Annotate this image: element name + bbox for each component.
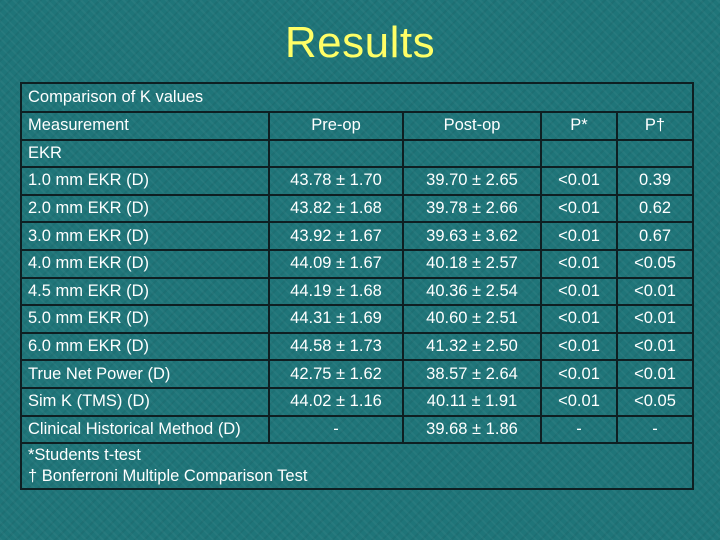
empty-cell [402, 138, 542, 169]
header-p-star: P* [540, 111, 618, 141]
p-star-cell: <0.01 [540, 166, 618, 196]
measurement-cell: 3.0 mm EKR (D) [20, 221, 270, 251]
measurement-cell: 4.0 mm EKR (D) [20, 248, 270, 279]
measurement-cell: 6.0 mm EKR (D) [20, 331, 270, 362]
measurement-cell: 1.0 mm EKR (D) [20, 166, 270, 196]
pre-op-cell: 43.78 ± 1.70 [268, 166, 404, 196]
p-dagger-cell: <0.01 [616, 331, 694, 362]
p-star-cell: - [540, 414, 618, 445]
p-star-cell: <0.01 [540, 276, 618, 307]
empty-cell [616, 138, 694, 169]
post-op-cell: 38.57 ± 2.64 [402, 359, 542, 389]
header-measurement: Measurement [20, 111, 270, 141]
empty-cell [268, 138, 404, 169]
results-table: Comparison of K values Measurement Pre-o… [20, 82, 694, 491]
pre-op-cell: - [268, 414, 404, 445]
post-op-cell: 40.60 ± 2.51 [402, 304, 542, 334]
pre-op-cell: 44.58 ± 1.73 [268, 331, 404, 362]
table-row: 1.0 mm EKR (D) 43.78 ± 1.70 39.70 ± 2.65 <0… [20, 166, 694, 196]
p-dagger-cell: <0.01 [616, 304, 694, 334]
table-row: True Net Power (D) 42.75 ± 1.62 38.57 ± 2.… [20, 359, 694, 389]
header-pre-op: Pre-op [268, 111, 404, 141]
post-op-cell: 40.36 ± 2.54 [402, 276, 542, 307]
post-op-cell: 39.68 ± 1.86 [402, 414, 542, 445]
p-star-cell: <0.01 [540, 221, 618, 251]
section-label: EKR [20, 138, 270, 169]
header-post-op: Post-op [402, 111, 542, 141]
header-row: Measurement Pre-op Post-op P* P† [20, 111, 694, 141]
p-dagger-cell: <0.05 [616, 386, 694, 417]
p-dagger-cell: <0.01 [616, 276, 694, 307]
p-star-cell: <0.01 [540, 248, 618, 279]
empty-cell [540, 138, 618, 169]
footnote: † Bonferroni Multiple Comparison Test [28, 467, 308, 486]
post-op-cell: 39.70 ± 2.65 [402, 166, 542, 196]
table-caption: Comparison of K values [20, 82, 694, 113]
post-op-cell: 39.78 ± 2.66 [402, 193, 542, 224]
table-caption-row: Comparison of K values [20, 82, 694, 113]
pre-op-cell: 44.19 ± 1.68 [268, 276, 404, 307]
section-row: EKR [20, 138, 694, 169]
pre-op-cell: 42.75 ± 1.62 [268, 359, 404, 389]
p-dagger-cell: <0.05 [616, 248, 694, 279]
pre-op-cell: 44.02 ± 1.16 [268, 386, 404, 417]
table-row: 4.5 mm EKR (D) 44.19 ± 1.68 40.36 ± 2.54 <0… [20, 276, 694, 307]
post-op-cell: 40.18 ± 2.57 [402, 248, 542, 279]
measurement-cell: Clinical Historical Method (D) [20, 414, 270, 445]
p-dagger-cell: 0.62 [616, 193, 694, 224]
table-row: 2.0 mm EKR (D) 43.82 ± 1.68 39.78 ± 2.66 <0… [20, 193, 694, 224]
footnote-row: *Students t-test † Bonferroni Multiple Co… [20, 442, 694, 491]
header-p-dagger: P† [616, 111, 694, 141]
p-dagger-cell: 0.67 [616, 221, 694, 251]
table-row: 3.0 mm EKR (D) 43.92 ± 1.67 39.63 ± 3.62 <0… [20, 221, 694, 251]
p-star-cell: <0.01 [540, 304, 618, 334]
p-star-cell: <0.01 [540, 193, 618, 224]
table-row: Clinical Historical Method (D) -39.68 ± 1… [20, 414, 694, 445]
pre-op-cell: 44.09 ± 1.67 [268, 248, 404, 279]
table-row: 5.0 mm EKR (D) 44.31 ± 1.69 40.60 ± 2.51 <0… [20, 304, 694, 334]
p-star-cell: <0.01 [540, 359, 618, 389]
post-op-cell: 39.63 ± 3.62 [402, 221, 542, 251]
p-star-cell: <0.01 [540, 386, 618, 417]
table-row: 4.0 mm EKR (D) 44.09 ± 1.67 40.18 ± 2.57 <0… [20, 248, 694, 279]
slide-title: Results [284, 18, 436, 67]
post-op-cell: 40.11 ± 1.91 [402, 386, 542, 417]
table-row: 6.0 mm EKR (D) 44.58 ± 1.73 41.32 ± 2.50 <0… [20, 331, 694, 362]
pre-op-cell: 43.92 ± 1.67 [268, 221, 404, 251]
post-op-cell: 41.32 ± 2.50 [402, 331, 542, 362]
pre-op-cell: 44.31 ± 1.69 [268, 304, 404, 334]
measurement-cell: True Net Power (D) [20, 359, 270, 389]
p-dagger-cell: <0.01 [616, 359, 694, 389]
p-star-cell: <0.01 [540, 331, 618, 362]
pre-op-cell: 43.82 ± 1.68 [268, 193, 404, 224]
measurement-cell: 5.0 mm EKR (D) [20, 304, 270, 334]
measurement-cell: Sim K (TMS) (D) [20, 386, 270, 417]
footnote: *Students t-test [28, 446, 141, 465]
table-row: Sim K (TMS) (D) 44.02 ± 1.16 40.11 ± 1.91 <… [20, 386, 694, 417]
p-dagger-cell: - [616, 414, 694, 445]
footnotes: *Students t-test † Bonferroni Multiple Co… [20, 442, 694, 491]
measurement-cell: 2.0 mm EKR (D) [20, 193, 270, 224]
measurement-cell: 4.5 mm EKR (D) [20, 276, 270, 307]
p-dagger-cell: 0.39 [616, 166, 694, 196]
